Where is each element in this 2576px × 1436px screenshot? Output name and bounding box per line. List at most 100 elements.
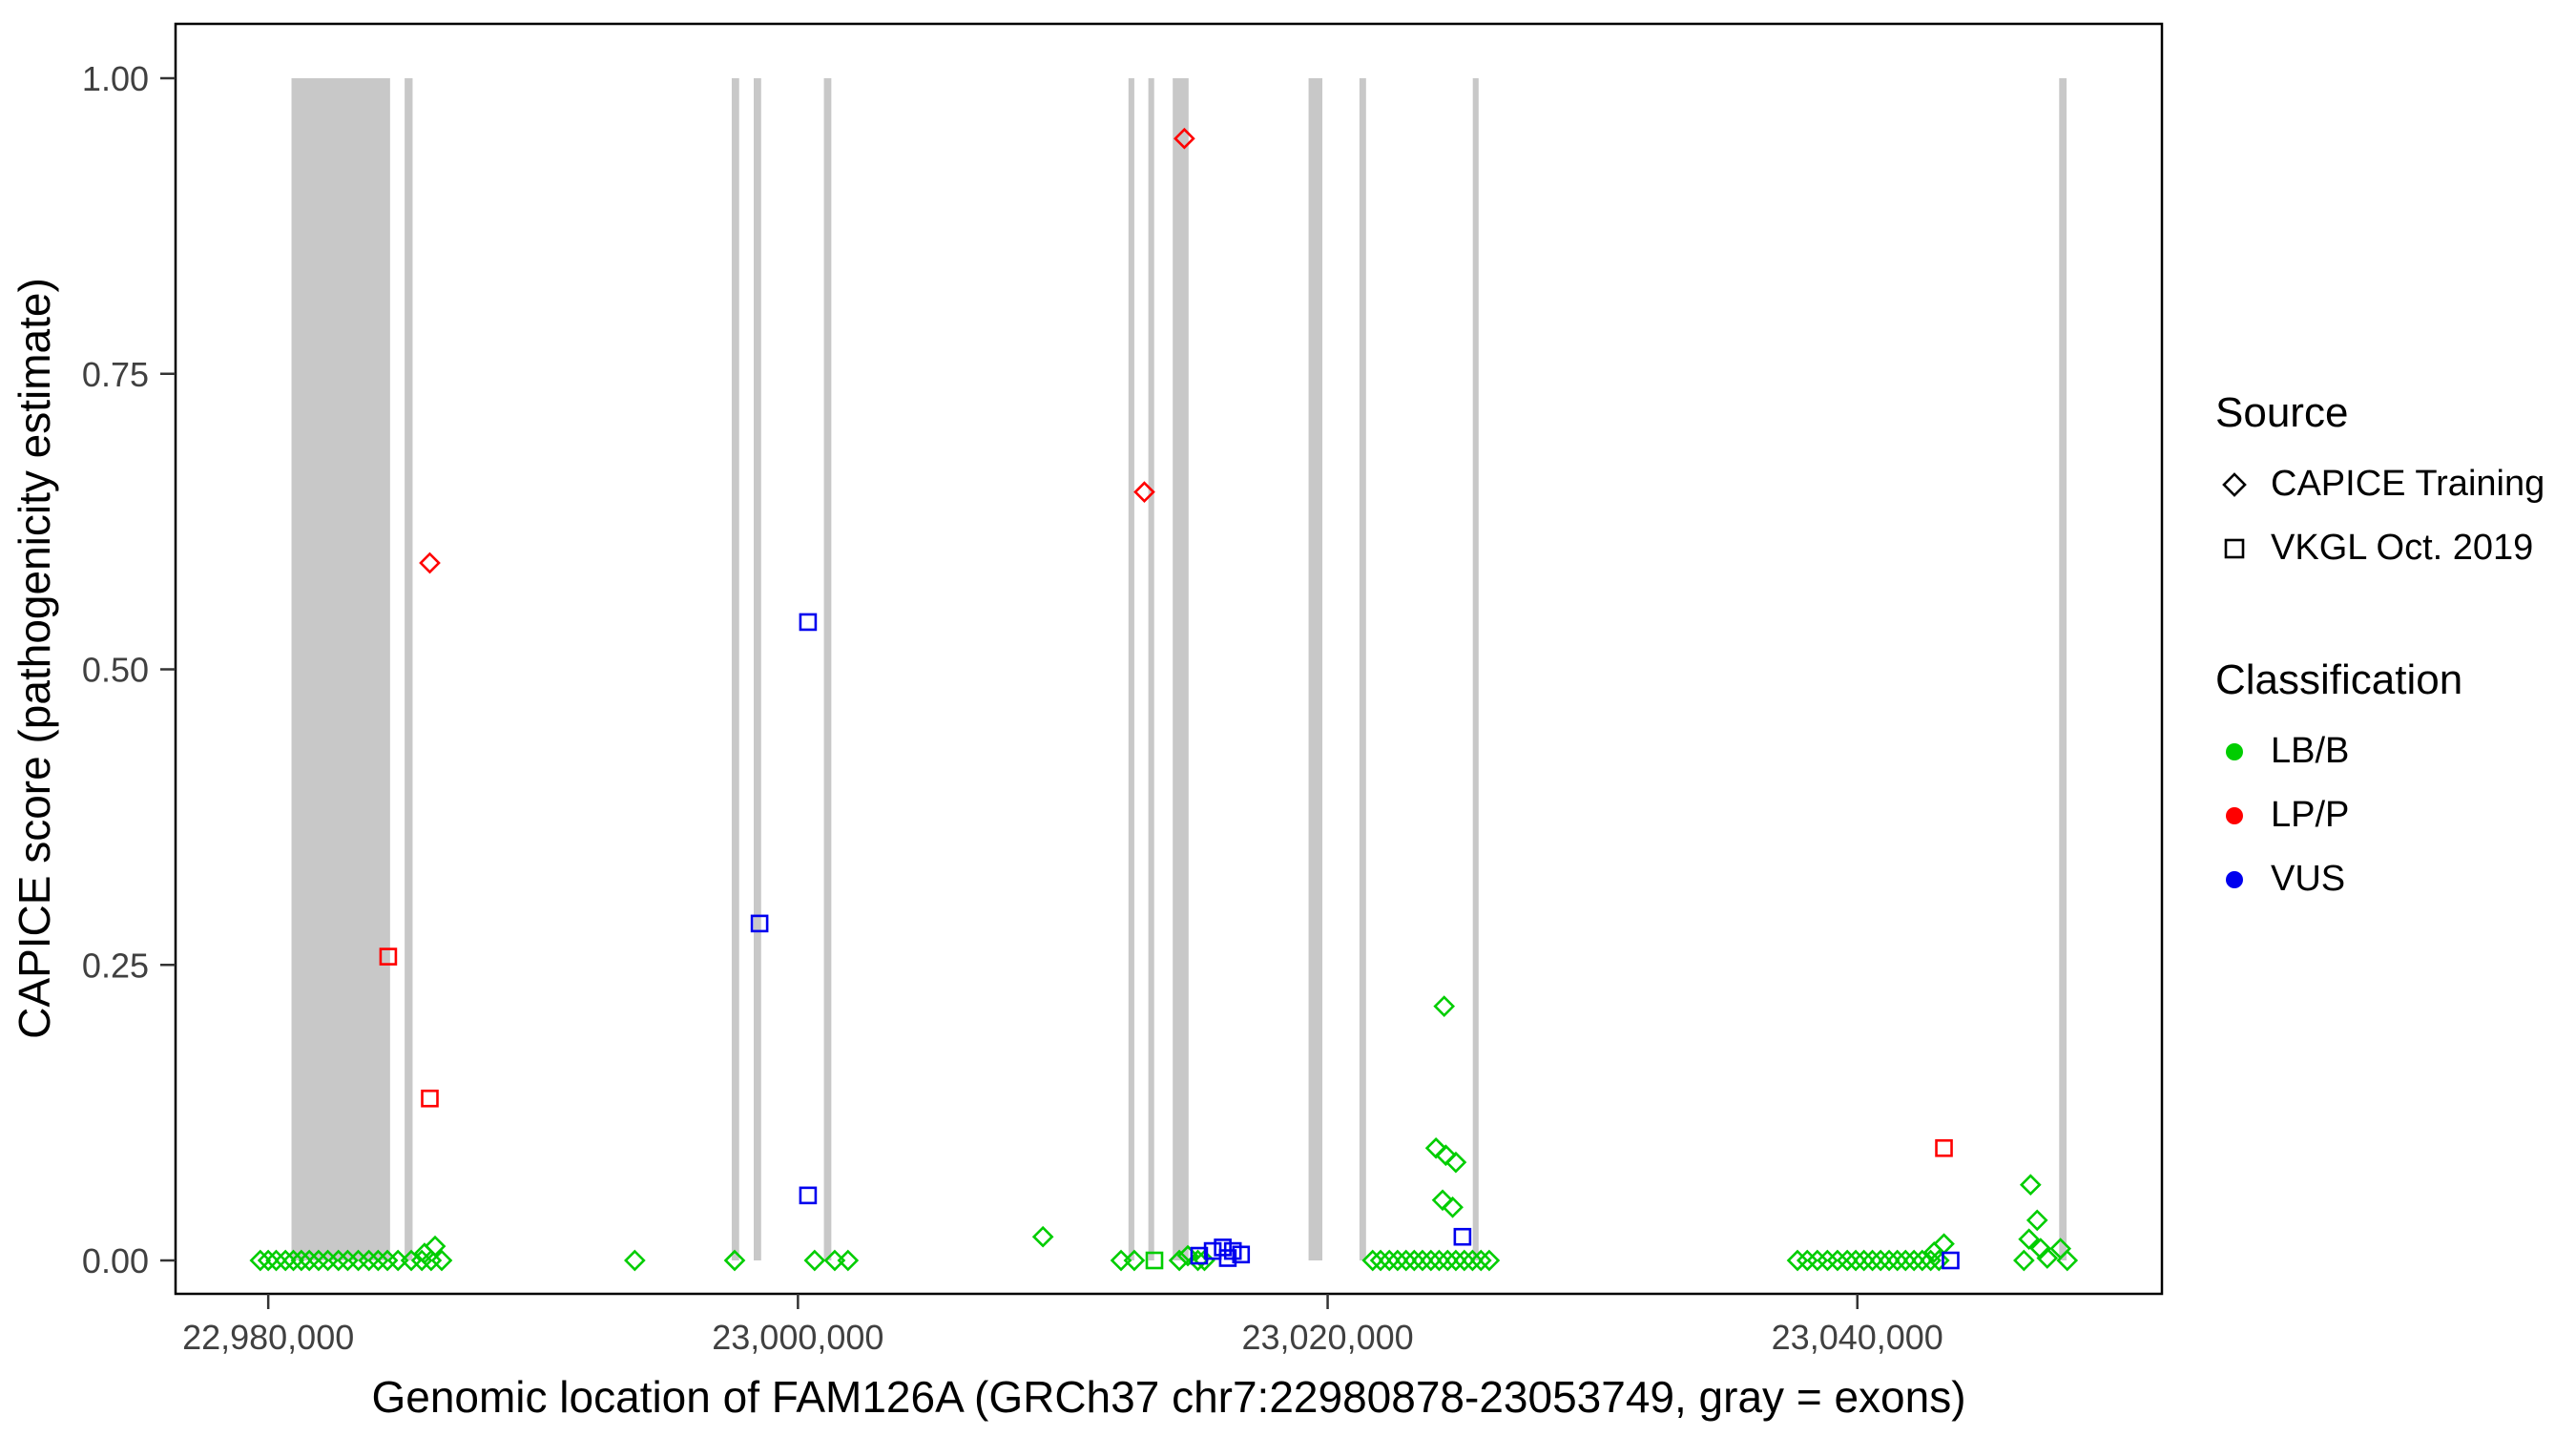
data-point-diamond	[2013, 1249, 2035, 1272]
legend-item-lbb: LB/B	[2215, 731, 2568, 772]
x-tick-label: 23,040,000	[1772, 1318, 1943, 1357]
data-point-diamond	[1176, 1244, 1199, 1267]
data-point-diamond	[1878, 1249, 1901, 1272]
data-point-diamond	[1826, 1249, 1849, 1272]
data-point-diamond	[1411, 1249, 1434, 1272]
data-point-diamond	[1796, 1249, 1818, 1272]
data-point-diamond	[2019, 1174, 2042, 1197]
y-tick-label: 0.75	[82, 355, 149, 394]
data-point-diamond	[265, 1249, 287, 1272]
data-point-square	[421, 1089, 439, 1108]
red-dot-icon	[2215, 797, 2254, 835]
legend-item-label: CAPICE Training	[2271, 464, 2545, 504]
legend-item-capice-training: CAPICE Training	[2215, 464, 2568, 505]
legend-item-label: LB/B	[2271, 731, 2350, 771]
data-point-diamond	[837, 1249, 860, 1272]
exon-region	[1472, 78, 1479, 1260]
legend-item-lpp: LP/P	[2215, 795, 2568, 836]
data-point-diamond	[1453, 1249, 1476, 1272]
data-point-square	[1935, 1138, 1953, 1157]
x-axis-title: Genomic location of FAM126A (GRCh37 chr7…	[371, 1372, 1965, 1422]
legend-item-label: LP/P	[2271, 795, 2350, 835]
data-point-diamond	[430, 1249, 453, 1272]
data-point-diamond	[1395, 1249, 1418, 1272]
x-tick-label: 22,980,000	[182, 1318, 354, 1357]
data-point-diamond	[1361, 1249, 1384, 1272]
data-point-diamond	[1817, 1249, 1839, 1272]
data-point-diamond	[1462, 1249, 1484, 1272]
y-tick-label: 0.50	[82, 651, 149, 690]
data-point-diamond	[1031, 1225, 1054, 1248]
data-point-diamond	[1168, 1249, 1191, 1272]
data-point-diamond	[327, 1249, 350, 1272]
data-point-square	[1453, 1227, 1472, 1246]
data-point-diamond	[358, 1249, 380, 1272]
exon-region	[1308, 78, 1323, 1260]
data-point-diamond	[290, 1249, 313, 1272]
data-point-diamond	[249, 1249, 272, 1272]
data-point-square	[799, 613, 818, 632]
data-point-diamond	[1428, 1249, 1450, 1272]
legend-source-block: Source CAPICE Training VKGL Oct. 2019	[2215, 389, 2568, 569]
data-point-diamond	[2025, 1209, 2048, 1232]
y-tick-label: 0.25	[82, 946, 149, 985]
plot-panel-background	[176, 24, 2162, 1294]
legend-source-title: Source	[2215, 389, 2349, 436]
data-point-diamond	[367, 1249, 389, 1272]
data-point-diamond	[1911, 1249, 1934, 1272]
exon-region	[731, 78, 739, 1260]
data-point-diamond	[1431, 1189, 1454, 1212]
exon-region	[405, 78, 413, 1260]
legend-item-vkgl: VKGL Oct. 2019	[2215, 528, 2568, 569]
data-point-diamond	[1420, 1249, 1443, 1272]
data-point-diamond	[1436, 1249, 1459, 1272]
green-dot-icon	[2215, 733, 2254, 771]
data-point-diamond	[1786, 1249, 1809, 1272]
data-point-diamond	[1444, 1151, 1467, 1174]
legend-item-label: VKGL Oct. 2019	[2271, 528, 2534, 568]
legend: Source CAPICE Training VKGL Oct. 2019	[2215, 389, 2568, 923]
data-point-diamond	[419, 552, 441, 574]
data-point-square	[750, 914, 769, 933]
exon-region	[2059, 78, 2067, 1260]
legend-item-label: VUS	[2271, 859, 2346, 899]
data-point-square	[1214, 1238, 1232, 1257]
data-point-diamond	[624, 1249, 646, 1272]
data-point-diamond	[307, 1249, 330, 1272]
data-point-diamond	[803, 1249, 826, 1272]
data-point-diamond	[1433, 995, 1456, 1017]
data-point-diamond	[1886, 1249, 1909, 1272]
data-point-diamond	[1133, 481, 1155, 503]
plot-panel-border	[174, 22, 2164, 1296]
data-point-square	[1942, 1251, 1960, 1270]
x-tick-label: 23,000,000	[712, 1318, 883, 1357]
data-point-diamond	[1369, 1249, 1392, 1272]
exon-region	[1173, 78, 1189, 1260]
data-point-square	[799, 1186, 818, 1205]
data-point-square	[1190, 1246, 1209, 1265]
data-point-diamond	[1894, 1249, 1917, 1272]
data-point-diamond	[2036, 1247, 2059, 1269]
data-point-diamond	[257, 1249, 280, 1272]
exon-region	[823, 78, 832, 1260]
data-point-diamond	[1435, 1144, 1457, 1167]
data-point-diamond	[282, 1249, 304, 1272]
data-point-diamond	[1123, 1249, 1146, 1272]
exon-region	[1128, 78, 1134, 1260]
data-point-diamond	[1836, 1249, 1859, 1272]
exon-regions	[291, 78, 2067, 1260]
data-point-diamond	[1444, 1249, 1467, 1272]
data-points-layer	[249, 127, 2079, 1272]
data-point-diamond	[1378, 1249, 1401, 1272]
data-point-square	[1218, 1249, 1237, 1267]
data-point-diamond	[1902, 1249, 1925, 1272]
y-tick-label: 0.00	[82, 1241, 149, 1280]
square-marker-icon	[2215, 530, 2254, 568]
data-point-diamond	[424, 1235, 447, 1258]
axis-ticks-layer: 22,980,000 23,000,000 23,020,000 23,040,000…	[82, 59, 1943, 1357]
exon-region	[1148, 78, 1154, 1260]
data-point-diamond	[1869, 1249, 1892, 1272]
data-point-square	[1232, 1245, 1251, 1264]
